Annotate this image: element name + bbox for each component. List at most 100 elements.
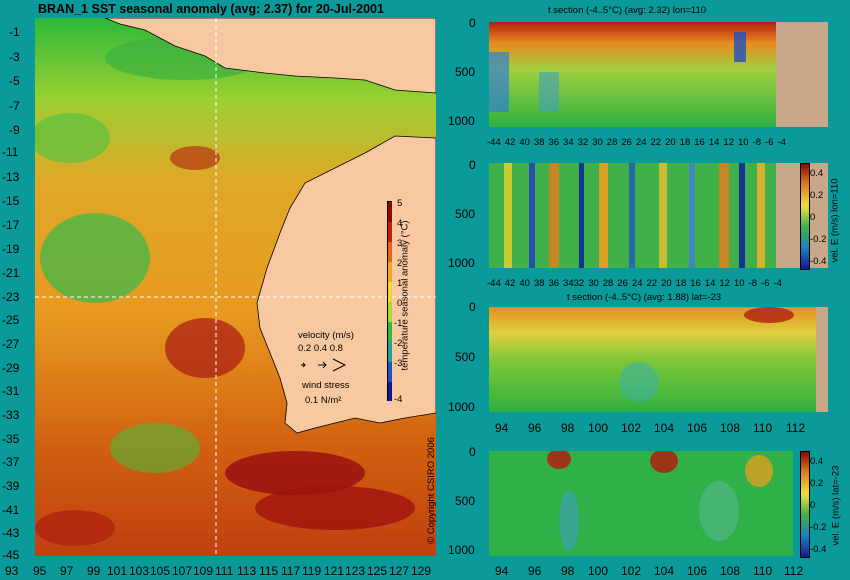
x-label: 100 — [588, 421, 609, 435]
lat-label: -23 — [2, 290, 20, 304]
lon-label: 129 — [411, 564, 432, 578]
velocity-section-graphic — [489, 163, 828, 268]
warm-anomaly-patch — [170, 146, 220, 170]
warm-anomaly-patch — [225, 451, 365, 495]
lat-label: -41 — [2, 503, 20, 517]
lat-label: -45 — [2, 548, 20, 562]
lat-label: -39 — [2, 479, 20, 493]
panel-title: t section (-4..5°C) (avg: 1.88) lat=-23 — [567, 292, 722, 303]
lon-label: 117 — [281, 564, 301, 578]
lat-label: -3 — [9, 50, 20, 64]
cool-anomaly-patch — [40, 213, 150, 303]
colorbar-label: temperature seasonal anomaly (°C) — [399, 220, 411, 371]
x-label: 110 — [753, 564, 773, 578]
lon-label: 113 — [237, 564, 257, 578]
x-label: 112 — [786, 421, 806, 435]
lat-label: -37 — [2, 455, 20, 469]
lat-label: -5 — [9, 74, 20, 88]
y-label: 1000 — [448, 543, 475, 557]
wind-legend-title: wind stress — [302, 380, 350, 391]
panel-title: t section (-4..5°C) (avg: 2.32) lon=110 — [548, 5, 707, 16]
x-label: 94 — [495, 421, 509, 435]
lat-label: -29 — [2, 361, 20, 375]
lon-label: 103 — [129, 564, 150, 578]
velocity-section-plot — [489, 163, 828, 268]
y-label: 1000 — [448, 114, 475, 128]
warm-anomaly-patch — [255, 486, 415, 530]
lat-label: -33 — [2, 408, 20, 422]
colorbar-tick: 0.4 — [810, 456, 824, 467]
y-label: 0 — [469, 445, 476, 459]
velocity-legend-title: velocity (m/s) — [298, 330, 354, 341]
velocity-colorbar — [800, 163, 810, 270]
lon-label: 123 — [345, 564, 366, 578]
lat-label: -31 — [2, 384, 20, 398]
colorbar-tick: 1 — [397, 278, 403, 289]
section-plot-graphic — [489, 307, 828, 412]
colorbar-tick: -1 — [394, 318, 403, 329]
x-label: 100 — [588, 564, 609, 578]
y-label: 500 — [455, 207, 476, 221]
lon-label: 97 — [60, 564, 74, 578]
lon-label: 107 — [172, 564, 193, 578]
y-label: 0 — [469, 16, 476, 30]
colorbar-tick: 0 — [397, 298, 403, 309]
colorbar-tick: 0.2 — [810, 478, 824, 489]
sst-colorbar — [388, 202, 392, 401]
lat-label: -9 — [9, 123, 20, 137]
lon-label: 115 — [259, 564, 279, 578]
colorbar-tick: 0.2 — [810, 190, 824, 201]
warm-anomaly-patch — [35, 510, 115, 546]
y-label: 0 — [469, 158, 476, 172]
x-label: 106 — [687, 421, 708, 435]
x-label: 104 — [654, 564, 675, 578]
colorbar-tick: 5 — [397, 198, 403, 209]
lat-label: -27 — [2, 337, 20, 351]
colorbar-label: vel. E (m/s) lon=110 — [829, 178, 841, 263]
velocity-legend-arrows — [301, 358, 347, 372]
lon-label: 111 — [215, 564, 234, 578]
lon-label: 101 — [107, 564, 128, 578]
velocity-colorbar — [800, 451, 810, 558]
colorbar-tick: -3 — [394, 358, 403, 369]
colorbar-tick: -4 — [394, 394, 403, 405]
y-label: 1000 — [448, 400, 475, 414]
y-label: 500 — [455, 350, 476, 364]
cool-anomaly-patch — [110, 423, 200, 473]
x-label: 106 — [687, 564, 708, 578]
lon-label: 125 — [367, 564, 388, 578]
lon-label: 121 — [324, 564, 345, 578]
colorbar-tick: 0 — [810, 500, 816, 511]
x-label: 104 — [654, 421, 675, 435]
colorbar-tick: 0 — [810, 212, 816, 223]
cool-anomaly-patch — [30, 113, 110, 163]
colorbar-tick: -0.2 — [810, 234, 827, 245]
lat-label: -1 — [9, 25, 20, 39]
x-label: 94 — [495, 564, 509, 578]
x-label: 108 — [720, 421, 741, 435]
lon-label: 105 — [150, 564, 171, 578]
lat-label: -19 — [2, 242, 20, 256]
section-plot — [489, 307, 828, 412]
section-plot-graphic — [489, 22, 828, 127]
x-label: 108 — [720, 564, 741, 578]
lon-label: 119 — [302, 564, 322, 578]
colorbar-tick: 4 — [397, 218, 403, 229]
colorbar-tick: 0.4 — [810, 168, 824, 179]
x-label: 110 — [753, 421, 773, 435]
lon-label: 99 — [87, 564, 101, 578]
wind-legend-value: 0.1 N/m² — [305, 395, 342, 406]
colorbar-tick: 2 — [397, 258, 403, 269]
lat-label: -35 — [2, 432, 20, 446]
map-title: BRAN_1 SST seasonal anomaly (avg: 2.37) … — [38, 2, 384, 16]
lat-label: -43 — [2, 526, 20, 540]
x-label: 102 — [621, 421, 642, 435]
section-plot — [489, 22, 828, 127]
colorbar-tick: -2 — [394, 338, 403, 349]
y-label: 0 — [469, 300, 476, 314]
velocity-section-plot — [489, 449, 793, 556]
lat-label: -25 — [2, 313, 20, 327]
copyright: © Copyright CSIRO 2006 — [425, 437, 437, 544]
